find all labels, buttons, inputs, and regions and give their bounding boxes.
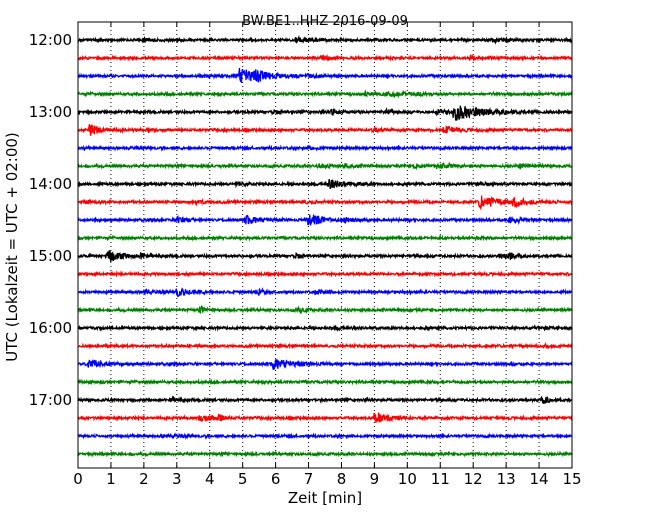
y-tick-label: 17:00	[29, 391, 72, 409]
x-tick-label: 13	[497, 470, 516, 488]
x-tick-label: 4	[205, 470, 215, 488]
trace-1530	[77, 287, 573, 298]
trace-1230	[77, 67, 573, 83]
trace-1345	[77, 161, 573, 171]
x-tick-label: 5	[238, 470, 248, 488]
x-tick-label: 3	[172, 470, 182, 488]
trace-1600	[77, 324, 573, 332]
plot-frame	[77, 21, 573, 469]
y-tick-label: 13:00	[29, 103, 72, 121]
x-tick-label: 12	[464, 470, 483, 488]
trace-1645	[77, 378, 573, 386]
trace-1300	[77, 105, 573, 121]
x-axis-label: Zeit [min]	[288, 489, 362, 507]
trace-1745	[77, 450, 573, 458]
trace-1730	[77, 432, 573, 441]
trace-1415	[77, 195, 573, 211]
x-tick-label: 0	[73, 470, 83, 488]
trace-1700	[77, 395, 573, 404]
x-tick-label: 15	[562, 470, 581, 488]
x-tick-label: 10	[398, 470, 417, 488]
x-tick-label: 14	[530, 470, 549, 488]
y-tick-label: 12:00	[29, 31, 72, 49]
y-axis-label: UTC (Lokalzeit = UTC + 02:00)	[3, 132, 21, 362]
x-tick-label: 9	[370, 470, 380, 488]
y-tick-label: 16:00	[29, 319, 72, 337]
trace-1445	[77, 234, 573, 242]
x-tick-label: 1	[106, 470, 116, 488]
x-tick-label: 8	[337, 470, 347, 488]
y-tick-label: 15:00	[29, 247, 72, 265]
x-tick-label: 11	[431, 470, 450, 488]
trace-1215	[77, 53, 573, 62]
trace-1400	[77, 178, 573, 190]
trace-1200	[77, 34, 573, 45]
trace-1545	[77, 304, 573, 315]
trace-1245	[77, 89, 573, 99]
trace-1715	[77, 412, 573, 423]
y-tick-label: 14:00	[29, 175, 72, 193]
trace-1630	[77, 359, 573, 371]
trace-1430	[77, 214, 573, 226]
x-tick-label: 7	[304, 470, 314, 488]
x-axis-ticks: 0 1 2 3 4 5 6 7 8 9 10 11 12 13 14 15	[73, 22, 582, 488]
traces	[77, 34, 573, 458]
x-tick-label: 2	[139, 470, 149, 488]
x-tick-label: 6	[271, 470, 281, 488]
trace-1315	[77, 123, 573, 137]
trace-1330	[77, 144, 573, 152]
trace-1515	[77, 270, 573, 278]
trace-1500	[77, 250, 573, 262]
trace-1615	[77, 342, 573, 350]
y-axis-ticks: 12:00 13:00 14:00 15:00 16:00 17:00	[29, 31, 572, 409]
